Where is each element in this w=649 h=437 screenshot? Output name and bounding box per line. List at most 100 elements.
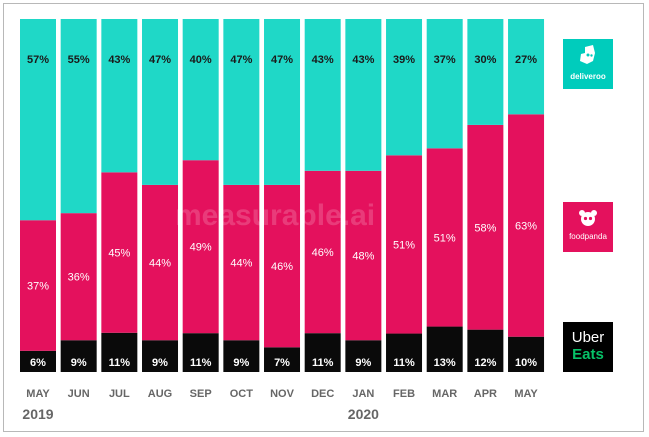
bar-segment-deliveroo-11 [467, 19, 504, 125]
kangaroo-icon [580, 45, 595, 64]
segment-label-uber-eats-0: 6% [30, 357, 46, 369]
bar-segment-deliveroo-2 [101, 19, 138, 173]
segment-label-foodpanda-3: 44% [149, 258, 171, 270]
bar-segment-foodpanda-7 [304, 170, 341, 334]
bar-segment-deliveroo-8 [345, 19, 382, 171]
segment-label-uber-eats-7: 11% [312, 357, 334, 369]
x-tick-label-10: MAR [432, 388, 457, 400]
segment-label-foodpanda-12: 63% [515, 221, 537, 233]
segment-label-deliveroo-11: 30% [474, 54, 496, 66]
x-tick-label-7: DEC [311, 388, 334, 400]
segment-label-foodpanda-0: 37% [27, 281, 49, 293]
bar-segment-foodpanda-2 [101, 172, 138, 333]
bar-segment-foodpanda-0 [20, 220, 56, 351]
segment-label-foodpanda-8: 48% [352, 251, 374, 263]
bar-segment-foodpanda-5 [223, 184, 260, 341]
bars-group [20, 19, 545, 372]
bar-segment-uber-eats-6 [264, 347, 301, 372]
segment-label-deliveroo-0: 57% [27, 54, 49, 66]
year-label-1: 2020 [348, 406, 379, 422]
segment-labels-group: 6% 37% 57% 9% 36% 55% 11% 45% 43% 9% 44% 47% 11% 49% 4… [27, 54, 537, 369]
bar-segment-deliveroo-12 [508, 19, 545, 115]
uber-eats-logo: Uber Eats [563, 322, 613, 372]
bar-segment-deliveroo-9 [386, 19, 423, 156]
watermark: measurable.ai [175, 199, 375, 232]
bar-segment-uber-eats-1 [60, 340, 97, 372]
bar-segment-uber-eats-12 [508, 336, 545, 372]
x-tick-label-0: MAY [26, 388, 50, 400]
segment-label-uber-eats-11: 12% [474, 357, 496, 369]
deliveroo-wordmark: deliveroo [570, 72, 606, 81]
bar-segment-foodpanda-11 [467, 124, 504, 330]
foodpanda-logo: foodpanda [563, 202, 613, 252]
segment-label-deliveroo-5: 47% [230, 54, 252, 66]
bar-segment-uber-eats-4 [182, 333, 219, 372]
segment-label-foodpanda-10: 51% [434, 232, 456, 244]
x-tick-label-9: FEB [393, 388, 415, 400]
bar-segment-foodpanda-8 [345, 170, 382, 341]
segment-label-deliveroo-3: 47% [149, 54, 171, 66]
chart-frame [3, 3, 644, 432]
bar-segment-deliveroo-1 [60, 19, 97, 214]
segment-label-deliveroo-4: 40% [190, 54, 212, 66]
x-tick-label-12: MAY [514, 388, 538, 400]
bar-segment-deliveroo-7 [304, 19, 341, 171]
year-labels: 2019 2020 [22, 406, 379, 422]
segment-label-deliveroo-7: 43% [312, 54, 334, 66]
bar-segment-uber-eats-5 [223, 340, 260, 372]
segment-label-uber-eats-8: 9% [355, 357, 371, 369]
bar-segment-foodpanda-12 [508, 114, 545, 337]
segment-label-deliveroo-9: 39% [393, 54, 415, 66]
bar-segment-uber-eats-8 [345, 340, 382, 372]
bar-segment-foodpanda-6 [264, 184, 301, 348]
year-label-0: 2019 [22, 406, 53, 422]
x-tick-label-3: AUG [148, 388, 172, 400]
bar-segment-foodpanda-1 [60, 213, 97, 341]
segment-label-uber-eats-6: 7% [274, 357, 290, 369]
segment-label-foodpanda-11: 58% [474, 222, 496, 234]
segment-label-uber-eats-10: 13% [434, 357, 456, 369]
x-tick-label-2: JUL [109, 388, 130, 400]
bar-segment-deliveroo-3 [142, 19, 179, 185]
segment-label-uber-eats-4: 11% [190, 357, 212, 369]
bar-segment-uber-eats-10 [426, 326, 463, 372]
bar-segment-foodpanda-9 [386, 155, 423, 334]
segment-label-foodpanda-4: 49% [190, 242, 212, 254]
segment-label-foodpanda-7: 46% [312, 247, 334, 259]
bar-segment-foodpanda-4 [182, 160, 219, 334]
segment-label-foodpanda-5: 44% [230, 258, 252, 270]
bar-segment-uber-eats-7 [304, 333, 341, 372]
bar-segment-deliveroo-5 [223, 19, 260, 185]
bar-segment-uber-eats-2 [101, 332, 138, 372]
segment-label-foodpanda-9: 51% [393, 239, 415, 251]
x-tick-label-1: JUN [68, 388, 90, 400]
segment-label-deliveroo-10: 37% [434, 54, 456, 66]
bar-segment-foodpanda-10 [426, 148, 463, 327]
foodpanda-wordmark: foodpanda [569, 232, 607, 241]
segment-label-uber-eats-12: 10% [515, 357, 537, 369]
x-tick-label-11: APR [474, 388, 497, 400]
x-tick-label-4: SEP [190, 388, 212, 400]
bar-segment-uber-eats-0 [20, 350, 56, 372]
x-tick-label-8: JAN [352, 388, 374, 400]
segment-label-deliveroo-2: 43% [108, 54, 130, 66]
segment-label-deliveroo-8: 43% [352, 54, 374, 66]
segment-label-foodpanda-1: 36% [68, 272, 90, 284]
segment-label-foodpanda-2: 45% [108, 248, 130, 260]
uber-eats-wordmark-uber: Uber [571, 329, 605, 346]
segment-label-deliveroo-6: 47% [271, 54, 293, 66]
segment-label-uber-eats-2: 11% [109, 357, 131, 369]
bar-segment-deliveroo-6 [264, 19, 301, 185]
bar-segment-deliveroo-10 [426, 19, 463, 149]
bar-segment-deliveroo-0 [20, 19, 56, 221]
x-tick-label-6: NOV [270, 388, 295, 400]
deliveroo-logo: deliveroo [563, 39, 613, 89]
x-tick-label-5: OCT [230, 388, 254, 400]
segment-label-foodpanda-6: 46% [271, 261, 293, 273]
bar-segment-foodpanda-3 [142, 184, 179, 341]
segment-label-uber-eats-3: 9% [152, 357, 168, 369]
bar-segment-uber-eats-11 [467, 329, 504, 372]
segment-label-deliveroo-12: 27% [515, 54, 537, 66]
segment-label-uber-eats-5: 9% [233, 357, 249, 369]
